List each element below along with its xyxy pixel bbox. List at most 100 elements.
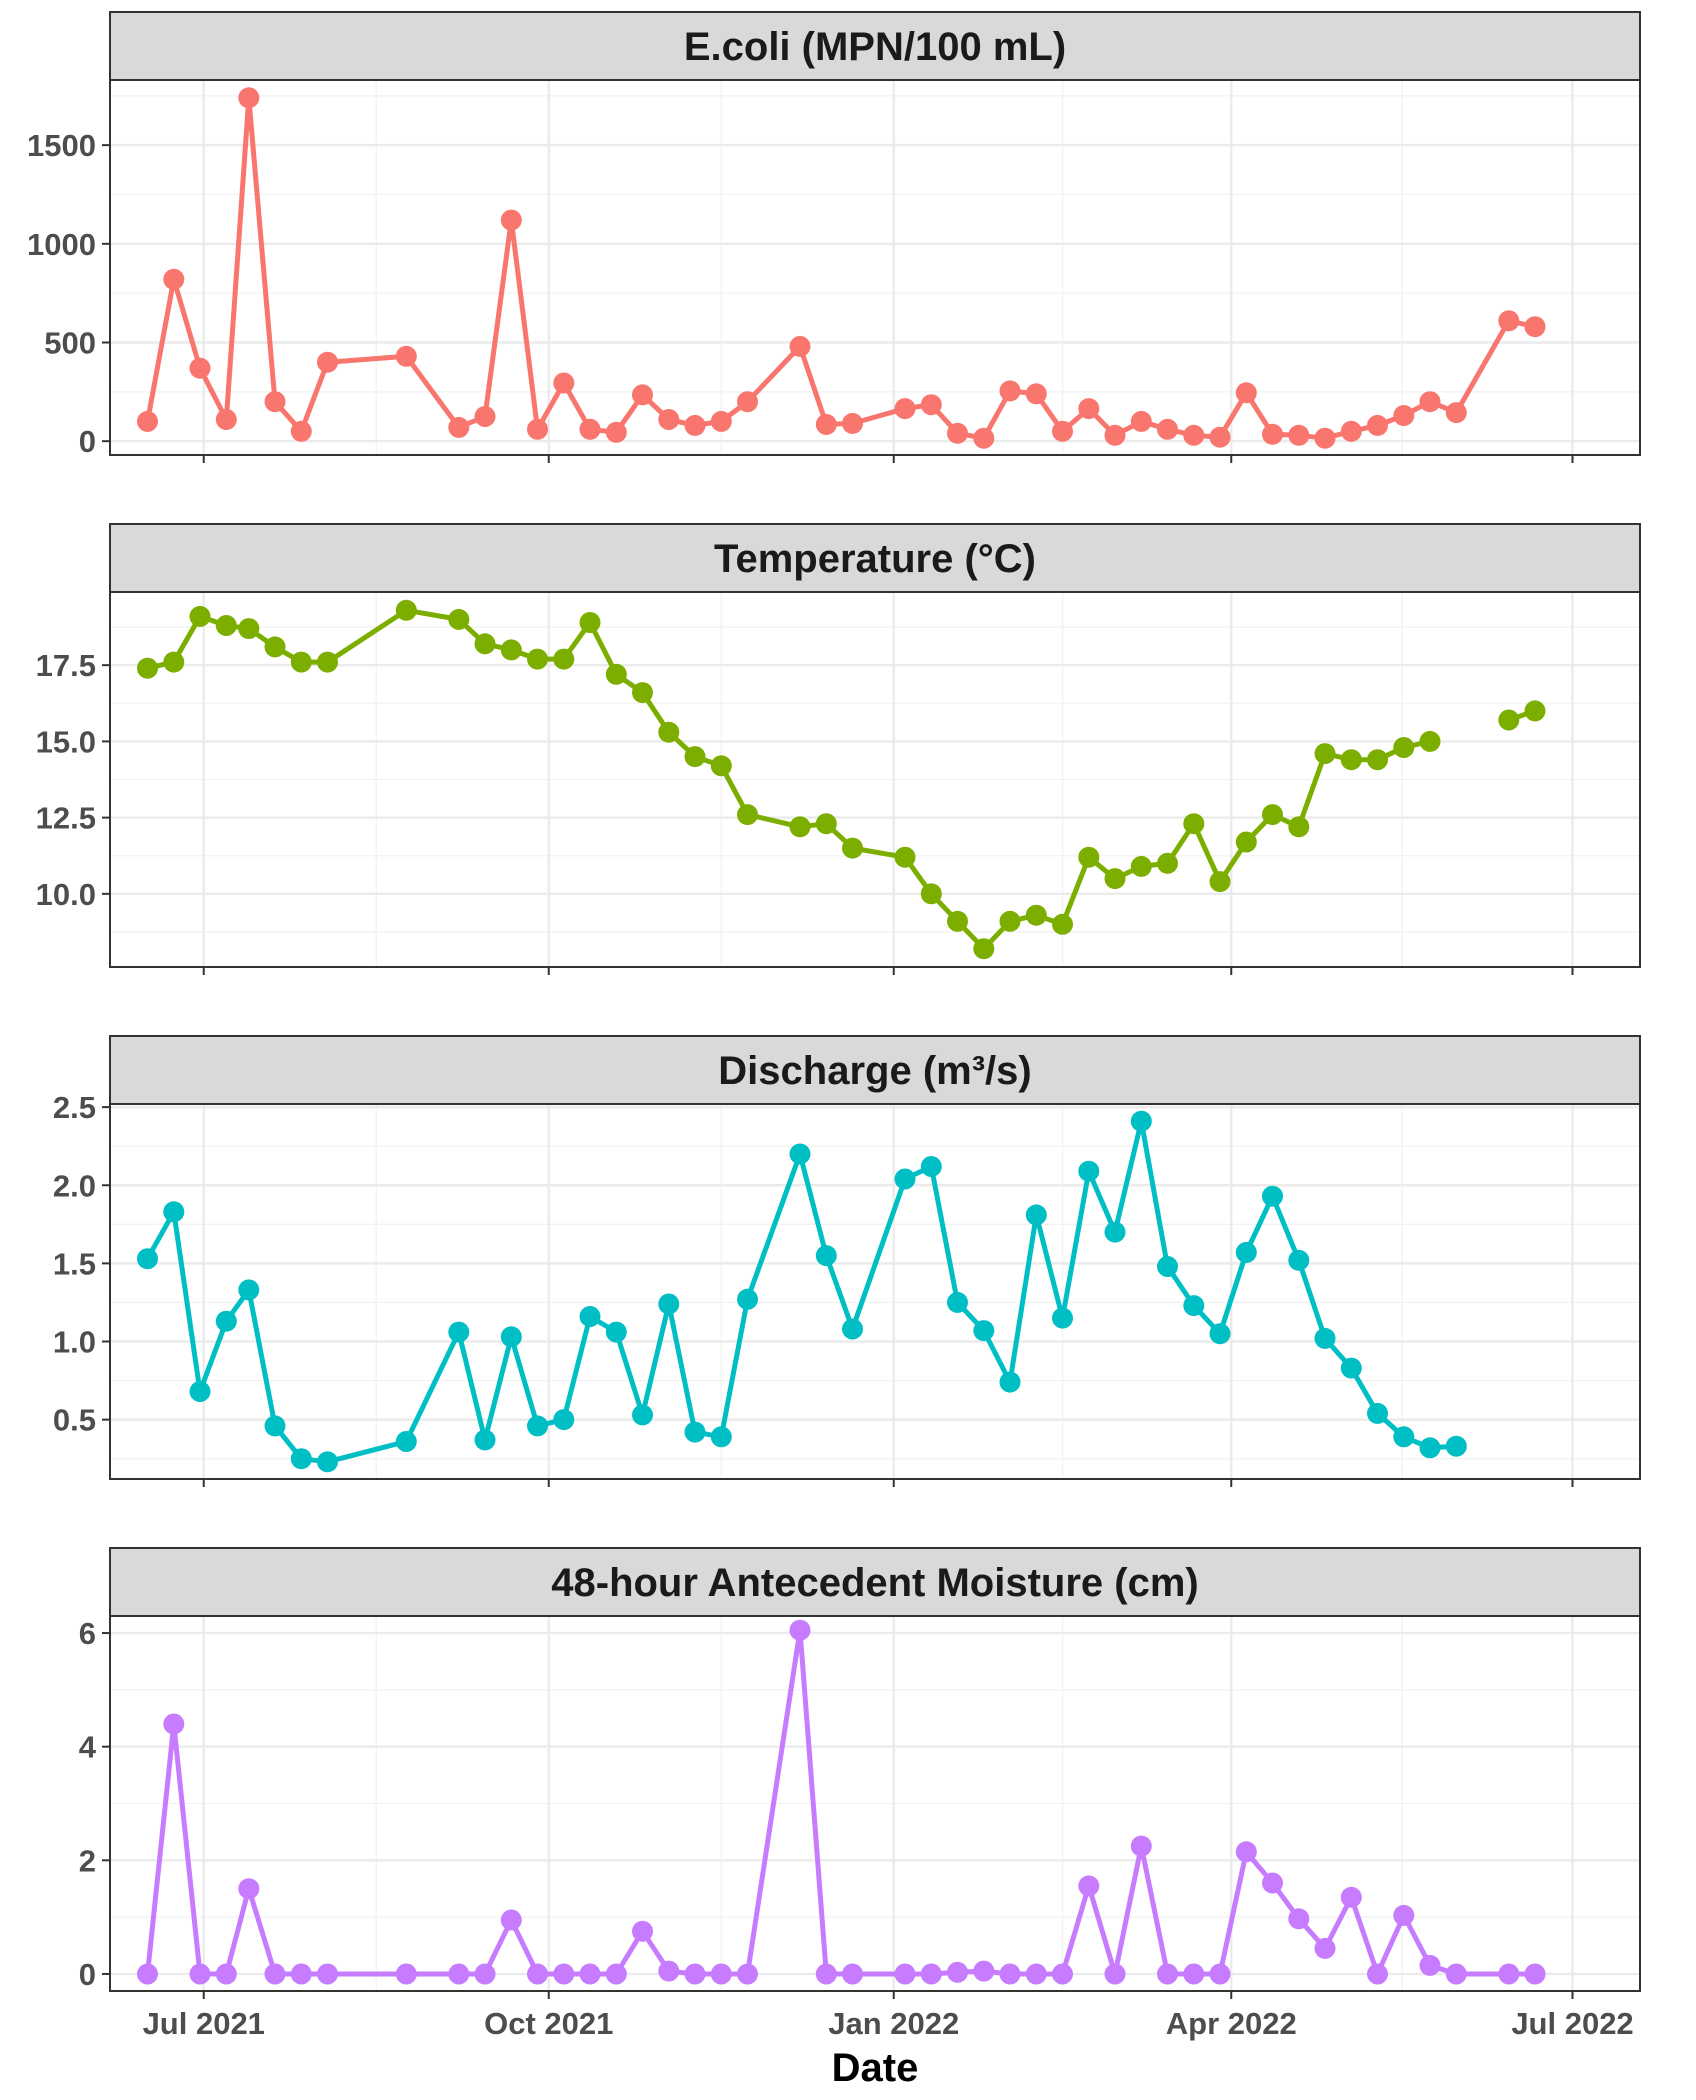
data-point [894, 398, 916, 420]
y-tick-label: 10.0 [36, 877, 96, 912]
data-point [658, 1293, 680, 1315]
data-point [1104, 868, 1126, 890]
data-point [1262, 1872, 1283, 1894]
data-point [1104, 1963, 1126, 1985]
data-point [264, 391, 286, 413]
data-point [973, 1960, 995, 1982]
data-point [189, 1381, 211, 1402]
grid [110, 1104, 1640, 1479]
data-point [163, 651, 185, 673]
data-point [579, 418, 601, 440]
y-tick-label: 6 [79, 1616, 96, 1651]
data-point [1445, 1963, 1467, 1985]
data-point [163, 1713, 185, 1735]
data-point [973, 938, 995, 960]
data-point [737, 804, 758, 826]
y-tick-label: 2 [79, 1843, 96, 1878]
data-point [1367, 1402, 1388, 1424]
data-point [1524, 316, 1546, 338]
data-point [1262, 804, 1283, 826]
y-tick-label: 1500 [27, 128, 96, 163]
data-point [238, 87, 260, 109]
data-point [1498, 1963, 1520, 1985]
y-tick-label: 500 [44, 326, 96, 361]
data-point [137, 1963, 158, 1985]
data-point [920, 883, 942, 905]
data-point [1393, 405, 1415, 426]
data-point [999, 1371, 1021, 1393]
data-point [973, 1320, 995, 1342]
data-point [999, 1963, 1021, 1985]
data-point [999, 380, 1021, 402]
data-point [163, 268, 185, 290]
facet-strip [109, 523, 1641, 593]
data-point [1078, 1160, 1100, 1182]
y-tick-label: 0 [79, 424, 96, 459]
data-point [290, 420, 312, 442]
data-point [290, 1963, 312, 1985]
data-point [1340, 1357, 1362, 1379]
data-point [1025, 383, 1047, 405]
data-point [474, 1963, 496, 1985]
data-point [999, 910, 1021, 932]
data-point [264, 1415, 286, 1437]
data-point [448, 608, 470, 630]
y-tick-label: 0.5 [53, 1403, 96, 1438]
data-point [1498, 310, 1520, 332]
facet-strip [109, 1035, 1641, 1105]
data-point [1052, 1963, 1073, 1985]
data-point [632, 1404, 653, 1426]
data-point [737, 1963, 758, 1985]
data-point [264, 1963, 286, 1985]
data-point [500, 1326, 522, 1348]
data-point [1130, 855, 1152, 877]
data-point [1288, 816, 1310, 838]
data-point [1288, 424, 1310, 446]
facet-strip [109, 11, 1641, 81]
data-point [264, 636, 286, 658]
data-point [1419, 1437, 1441, 1459]
data-point [553, 372, 575, 394]
grid [110, 80, 1640, 455]
x-tick-label: Jul 2022 [1511, 2006, 1633, 2041]
data-point [1183, 1963, 1205, 1985]
grid [110, 592, 1640, 967]
series-line [145, 95, 1536, 441]
data-point [632, 682, 653, 704]
data-point [947, 1291, 968, 1313]
data-point [1288, 1249, 1310, 1271]
data-point [579, 1306, 601, 1327]
grid [110, 1616, 1640, 1991]
data-point [737, 1288, 758, 1310]
data-point [1157, 1963, 1178, 1985]
data-point [842, 1318, 863, 1340]
data-point [1445, 1435, 1467, 1457]
data-point [238, 618, 260, 640]
data-point [137, 410, 158, 432]
data-point [1367, 1963, 1388, 1985]
data-point [658, 409, 680, 430]
data-point [894, 846, 916, 868]
data-point [1052, 420, 1073, 442]
data-point [527, 418, 548, 440]
facets: E.coli (MPN/100 mL) 0 500 1000 1500 Temperatu… [27, 11, 1641, 1999]
data-point [815, 813, 837, 835]
facet-2: Temperature (°C) 10.0 12.5 15.0 17.5 [36, 523, 1641, 975]
facet-4: 48-hour Antecedent Moisture (cm) 0 2 4 6 [79, 1547, 1641, 1999]
y-tick-label: 15.0 [36, 724, 96, 759]
data-point [1209, 871, 1231, 893]
data-point [215, 1310, 237, 1332]
y-tick-label: 0 [79, 1957, 96, 1992]
data-point [527, 1963, 548, 1985]
data-point [789, 1619, 811, 1641]
data-point [1393, 1904, 1415, 1926]
data-point [920, 1963, 942, 1985]
data-point [1314, 1327, 1336, 1349]
data-point [632, 384, 653, 406]
data-point [1367, 749, 1388, 771]
series-line [145, 1118, 1457, 1465]
data-point [238, 1279, 260, 1301]
data-point [500, 1909, 522, 1931]
data-point [527, 1415, 548, 1437]
